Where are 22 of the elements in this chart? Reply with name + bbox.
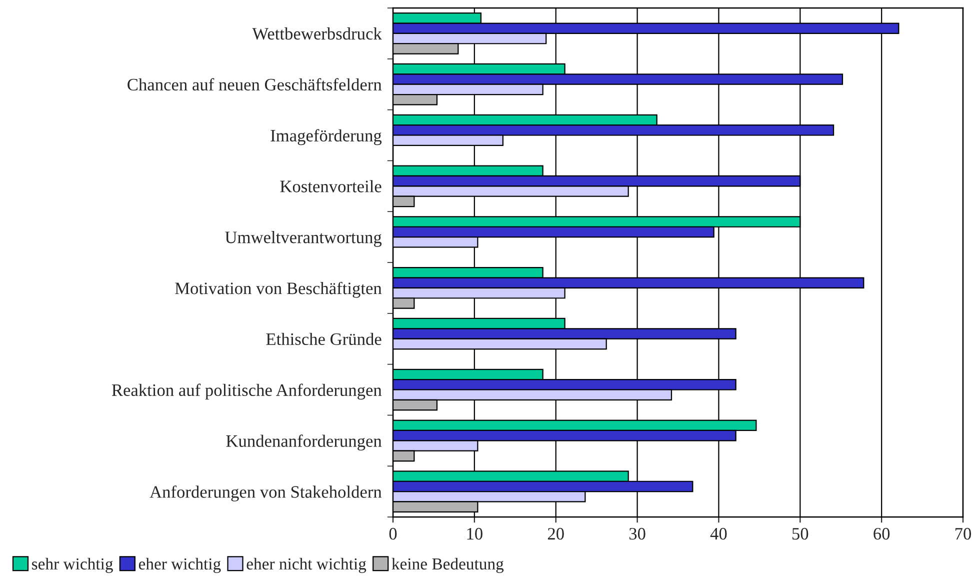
x-tick-label: 60 — [874, 528, 890, 540]
y-tick-label: Umweltverantwortung — [225, 231, 382, 247]
legend-label: eher nicht wichtig — [246, 558, 366, 573]
y-tick-label: Motivation von Beschäftigten — [175, 282, 382, 298]
x-tick-label: 20 — [548, 528, 564, 540]
x-tick-label: 40 — [710, 528, 727, 540]
y-tick-label: Imageförderung — [270, 129, 382, 146]
legend-label: sehr wichtig — [32, 558, 113, 573]
x-tick-label: 0 — [389, 528, 397, 540]
legend-label: keine Bedeutung — [392, 558, 504, 573]
y-tick-label: Kostenvorteile — [280, 180, 382, 192]
x-tick-label: 70 — [955, 528, 972, 540]
y-tick-label: Reaktion auf politische Anforderungen — [112, 384, 382, 400]
y-tick-label: Wettbewerbsdruck — [252, 27, 382, 40]
y-tick-label: Anforderungen von Stakeholdern — [150, 485, 382, 502]
legend-label: eher wichtig — [138, 558, 221, 573]
y-tick-label: Kundenanforderungen — [226, 434, 382, 451]
x-tick-label: 10 — [467, 528, 482, 540]
y-tick-label: Chancen auf neuen Geschäftsfeldern — [128, 78, 382, 91]
x-tick-label: 50 — [792, 528, 808, 540]
y-tick-label: Ethische Gründe — [266, 332, 382, 346]
x-tick-label: 30 — [629, 528, 646, 540]
